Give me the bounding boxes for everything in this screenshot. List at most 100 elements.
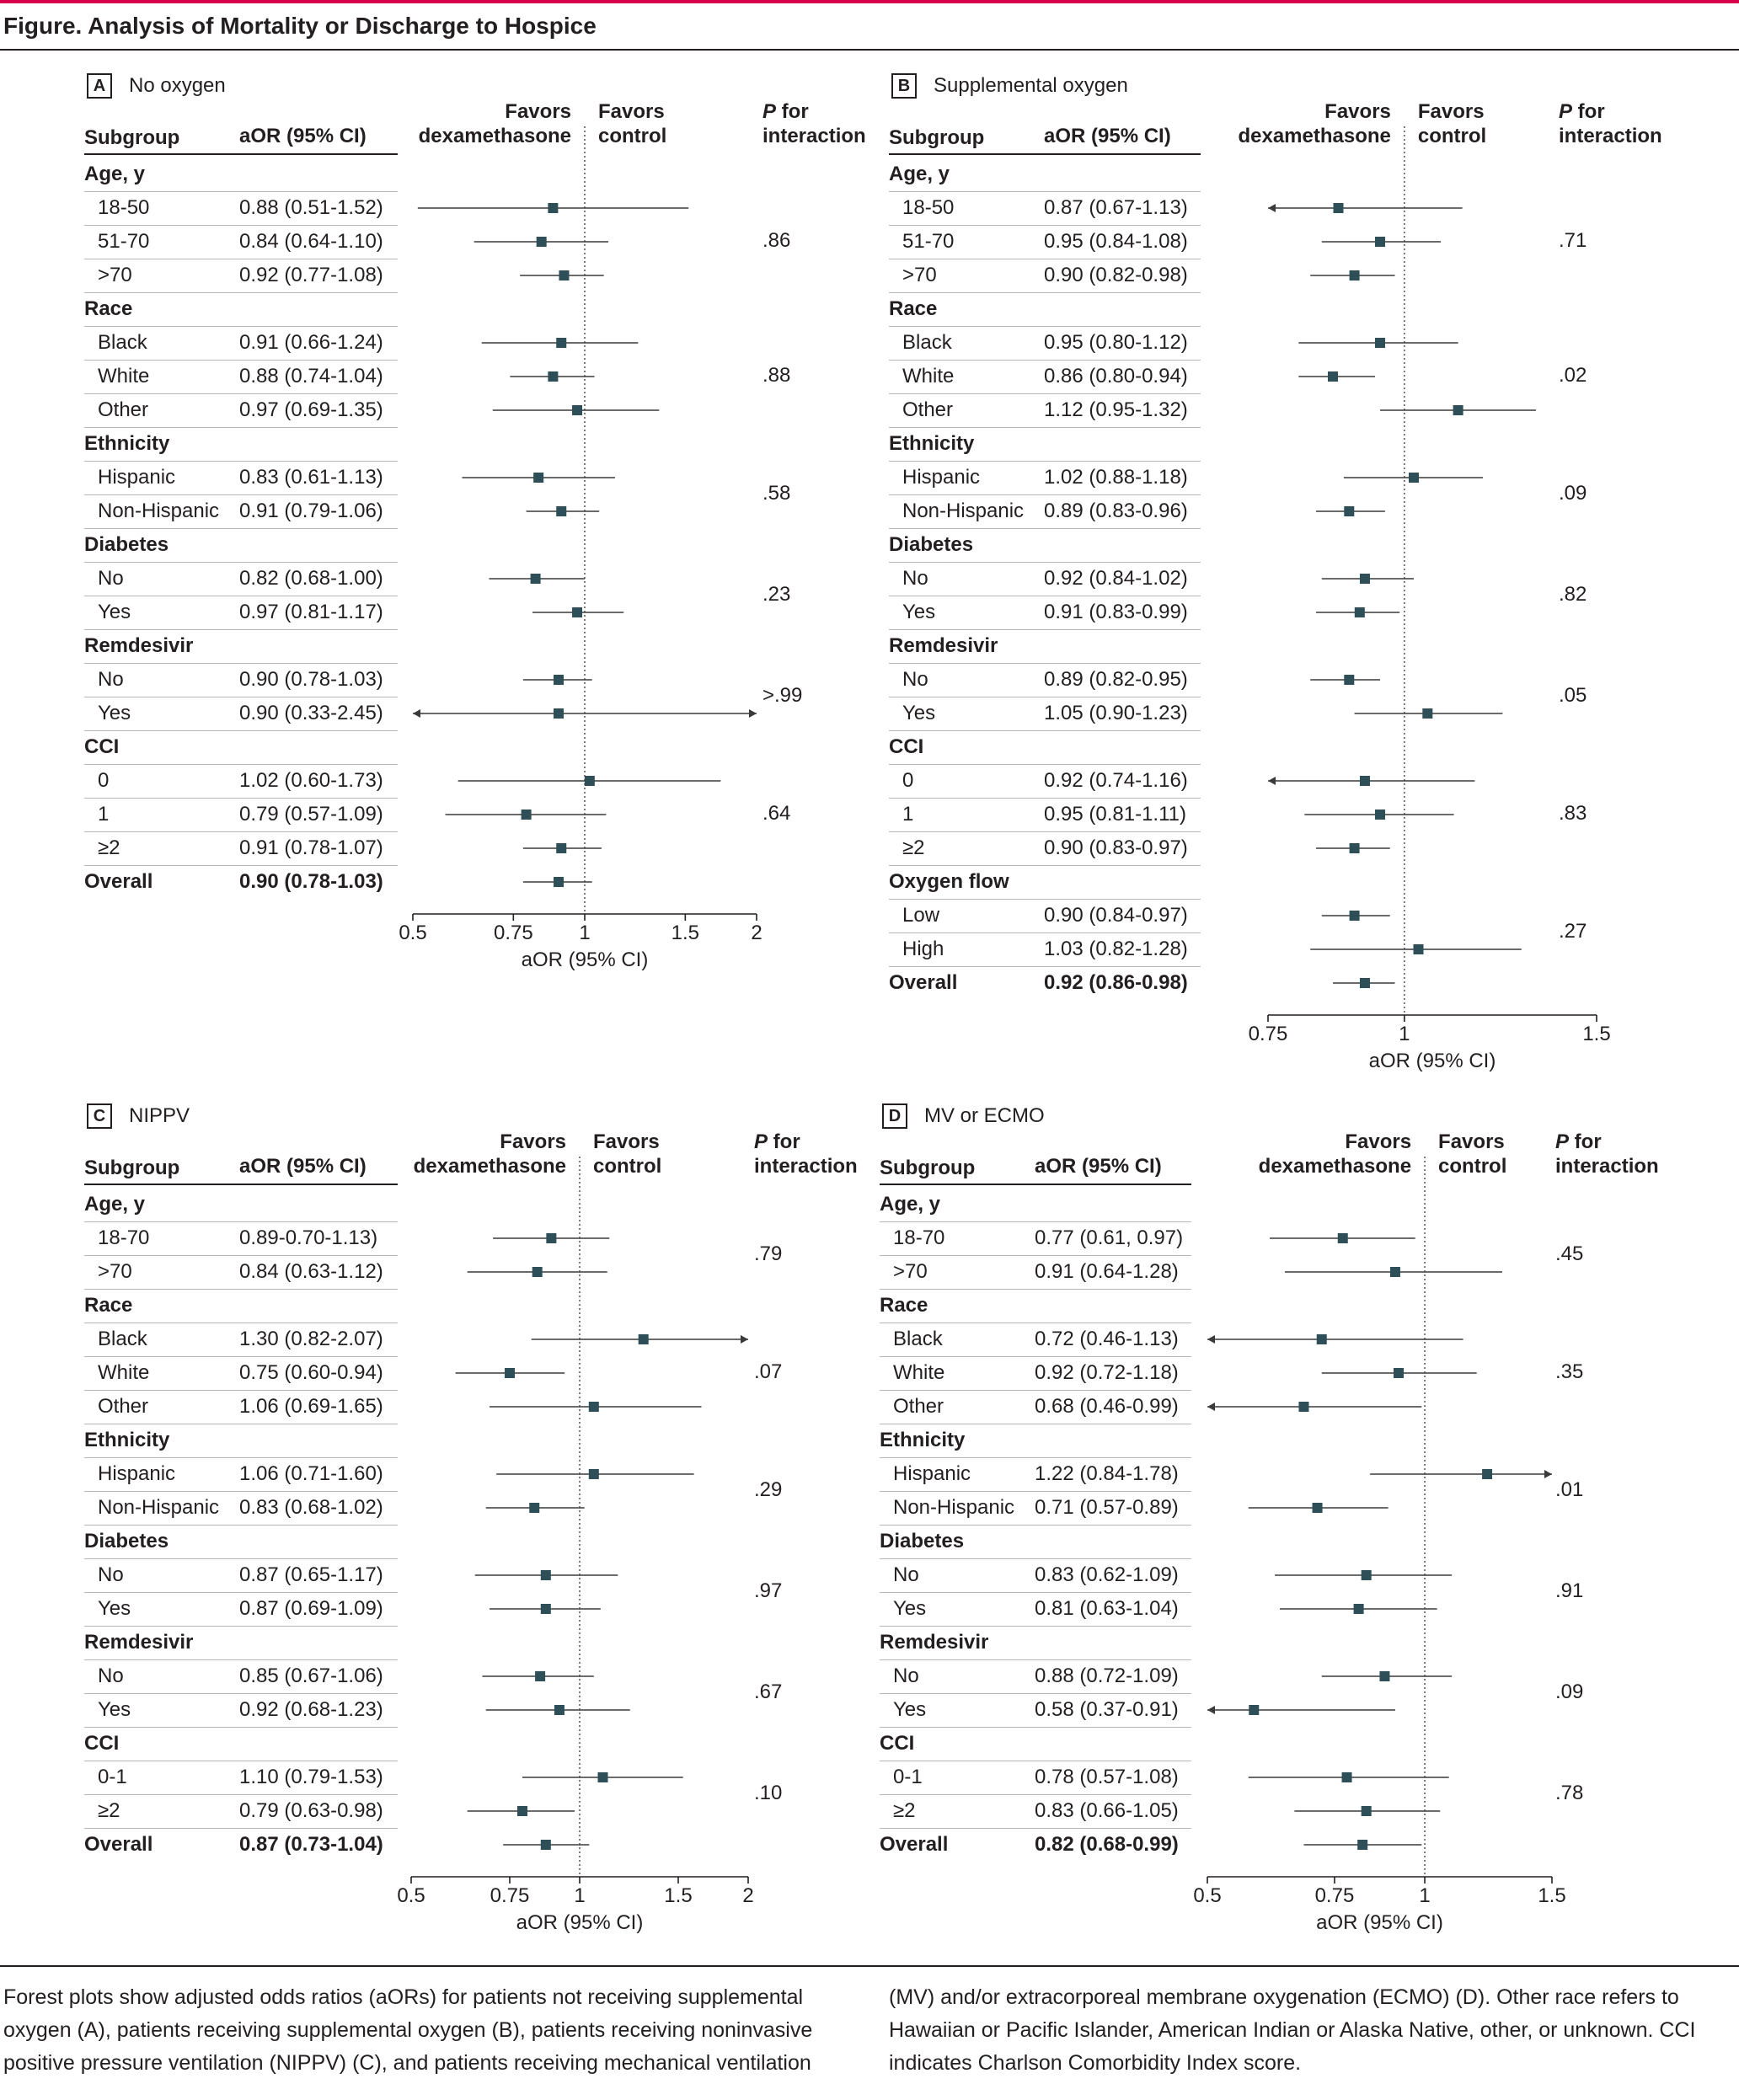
p-interaction-value: .88 (762, 364, 791, 387)
aor-value: 0.92 (0.74-1.16) (1044, 769, 1188, 792)
aor-value: 0.77 (0.61, 0.97) (1035, 1226, 1184, 1249)
row-separator (84, 831, 398, 832)
x-axis-label: aOR (95% CI) (1316, 1911, 1443, 1934)
subgroup-label: Yes (893, 1597, 927, 1620)
subgroup-label: No (98, 567, 124, 590)
point-estimate-marker (1379, 1671, 1390, 1681)
point-estimate-marker (1249, 1705, 1260, 1715)
aor-value: 0.92 (0.84-1.02) (1044, 567, 1188, 590)
p-italic: P (762, 100, 777, 123)
aor-value: 0.97 (0.69-1.35) (239, 398, 383, 421)
group-label: Diabetes (84, 1530, 169, 1552)
subgroup-label: Non-Hispanic (98, 500, 220, 522)
p-interaction-value: .86 (762, 229, 791, 252)
favors-control-label: Favors control (598, 99, 666, 148)
aor-value: 0.87 (0.73-1.04) (239, 1833, 383, 1856)
row-separator (84, 1221, 398, 1222)
subgroup-label: 1 (902, 803, 914, 826)
point-estimate-marker (553, 708, 564, 719)
p-interaction-value: .27 (1559, 920, 1587, 943)
row-separator (84, 326, 398, 327)
subgroup-label: Low (902, 904, 940, 927)
p-interaction-value: .71 (1559, 229, 1587, 252)
point-estimate-marker (1394, 1368, 1405, 1378)
x-tick-label: 0.5 (1193, 1884, 1222, 1907)
aor-header: aOR (95% CI) (239, 125, 367, 147)
x-tick-label: 0.75 (1248, 1023, 1288, 1045)
row-separator (84, 427, 398, 428)
header-rule (84, 153, 398, 155)
subgroup-label: No (98, 1665, 124, 1687)
point-estimate-marker (1337, 1233, 1348, 1243)
row-separator (889, 798, 1201, 799)
group-label: Race (880, 1294, 928, 1317)
point-estimate-marker (536, 237, 547, 247)
subgroup-label: No (902, 567, 928, 590)
group-label: Remdesivir (880, 1631, 989, 1654)
aor-value: 0.83 (0.66-1.05) (1035, 1799, 1179, 1822)
aor-value: 1.22 (0.84-1.78) (1035, 1462, 1179, 1485)
overall-label: Overall (889, 971, 958, 994)
p-interaction-value: .91 (1555, 1579, 1584, 1602)
subgroup-label: Other (98, 398, 149, 421)
row-separator (880, 1794, 1191, 1795)
ci-arrow-left (1207, 1335, 1215, 1344)
group-label: Ethnicity (880, 1429, 966, 1451)
forest-plot-area (412, 126, 757, 921)
caption-right: (MV) and/or extracorporeal membrane oxyg… (889, 1985, 1696, 2075)
aor-value: 0.81 (0.63-1.04) (1035, 1597, 1179, 1620)
point-estimate-marker (597, 1772, 608, 1782)
row-separator (84, 764, 398, 765)
subgroup-label: 0-1 (98, 1766, 127, 1788)
favors-dex-line2: dexamethasone (413, 1155, 566, 1178)
subgroup-label: Black (902, 331, 952, 354)
aor-value: 0.68 (0.46-0.99) (1035, 1395, 1179, 1418)
row-separator (889, 562, 1201, 563)
subgroup-header: Subgroup (880, 1157, 976, 1179)
aor-value: 1.12 (0.95-1.32) (1044, 398, 1188, 421)
row-separator (84, 730, 398, 731)
point-estimate-marker (584, 776, 595, 786)
row-separator (880, 1558, 1191, 1559)
caption-left: Forest plots show adjusted odds ratios (… (3, 1985, 813, 2075)
header-rule (84, 1184, 398, 1185)
point-estimate-marker (529, 1503, 540, 1513)
point-estimate-marker (532, 1267, 543, 1277)
panel-letter-badge: A (87, 73, 112, 99)
favors-control-label: Favors control (1418, 99, 1486, 148)
p-interaction-value: .78 (1555, 1782, 1584, 1804)
favors-dexamethasone-label: Favors dexamethasone (419, 99, 571, 148)
row-separator (889, 966, 1201, 967)
aor-value: 1.05 (0.90-1.23) (1044, 702, 1188, 724)
subgroup-label: No (893, 1665, 919, 1687)
row-separator (84, 1727, 398, 1728)
aor-value: 0.91 (0.83-0.99) (1044, 601, 1188, 623)
aor-value: 0.71 (0.57-0.89) (1035, 1496, 1179, 1519)
p-interaction-line1: P for (762, 99, 866, 124)
row-separator (84, 1457, 398, 1458)
aor-value: 0.83 (0.62-1.09) (1035, 1563, 1179, 1586)
aor-value: 0.58 (0.37-0.91) (1035, 1698, 1179, 1721)
point-estimate-marker (1333, 203, 1344, 213)
row-separator (84, 1289, 398, 1290)
subgroup-label: No (98, 1563, 124, 1586)
subgroup-label: Non-Hispanic (902, 500, 1025, 522)
favors-control-label: Favors control (1438, 1130, 1506, 1178)
row-separator (84, 191, 398, 192)
p-italic: P (1555, 1130, 1570, 1153)
row-separator (889, 292, 1201, 293)
subgroup-label: >70 (98, 1260, 132, 1283)
row-separator (84, 629, 398, 630)
row-separator (889, 427, 1201, 428)
p-interaction-line2: interaction (754, 1155, 858, 1178)
aor-value: 0.87 (0.65-1.17) (239, 1563, 383, 1586)
overall-label: Overall (880, 1833, 949, 1856)
aor-value: 0.82 (0.68-1.00) (239, 567, 383, 590)
subgroup-label: Yes (98, 1597, 131, 1620)
aor-value: 1.03 (0.82-1.28) (1044, 938, 1188, 960)
aor-value: 0.78 (0.57-1.08) (1035, 1766, 1179, 1788)
subgroup-label: Black (893, 1328, 943, 1350)
point-estimate-marker (546, 1233, 557, 1243)
subgroup-label: Hispanic (902, 466, 981, 489)
p-interaction-value: .10 (754, 1782, 783, 1804)
